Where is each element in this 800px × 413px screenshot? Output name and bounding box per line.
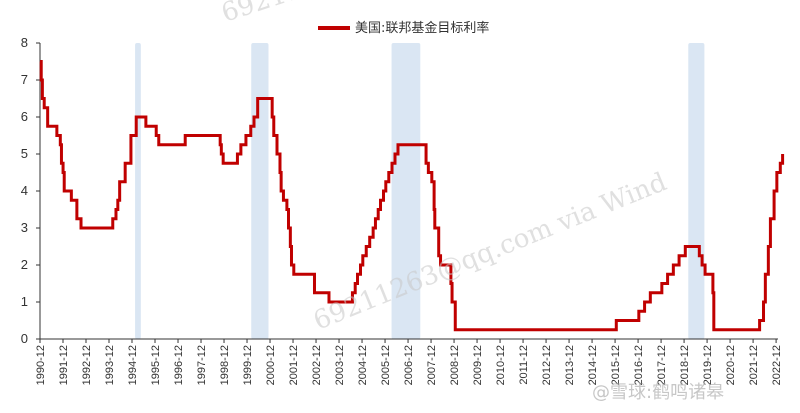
x-tick-label: 2011-12 [518,345,530,385]
x-tick-label: 2007-12 [426,345,438,385]
x-tick-label: 1997-12 [196,345,208,385]
x-tick-label: 1996-12 [173,345,185,385]
x-tick-label: 1992-12 [81,345,93,385]
x-tick-label: 2019-12 [702,345,714,385]
x-tick-label: 2003-12 [334,345,346,385]
x-tick-label: 2013-12 [564,345,576,385]
x-tick-label: 2020-12 [725,345,737,385]
x-tick-label: 2009-12 [472,345,484,385]
x-tick-label: 2008-12 [449,345,461,385]
x-tick-label: 1993-12 [104,345,116,385]
shaded-period-0 [135,43,141,339]
x-tick-label: 2014-12 [587,345,599,385]
x-tick-label: 2006-12 [403,345,415,385]
y-tick-label: 8 [21,35,28,50]
series-line-0 [39,60,785,332]
x-tick-label: 2000-12 [265,345,277,385]
y-tick-label: 0 [21,331,28,346]
series-lines [39,60,785,332]
legend-label: 美国:联邦基金目标利率 [355,20,489,36]
x-tick-label: 1991-12 [58,345,70,385]
y-tick-label: 2 [21,257,28,272]
watermarks: 69211 69211263@qq.com via Wind @雪球:鹤鸣诸皋 [218,0,724,403]
x-tick-label: 1995-12 [150,345,162,385]
x-tick-label: 1994-12 [127,345,139,385]
shaded-period-1 [251,43,269,339]
x-tick-label: 1999-12 [242,345,254,385]
y-tick-label: 6 [21,109,28,124]
x-tick-label: 2002-12 [311,345,323,385]
y-tick-label: 5 [21,146,28,161]
x-tick-labels: 1990-12 1991-12 1992-12 1993-12 1994-12 1995-… [35,339,783,385]
x-tick-label: 2018-12 [679,345,691,385]
watermark-top: 69211 [218,0,306,29]
x-tick-label: 2021-12 [748,345,760,385]
watermark-diagonal: 69211263@qq.com via Wind [309,167,670,336]
shaded-period-3 [688,43,705,339]
x-tick-label: 2022-12 [771,345,783,385]
y-tick-label: 7 [21,72,28,87]
y-tick-labels: 0 1 2 3 4 5 6 7 8 [21,35,40,346]
x-tick-label: 2004-12 [357,345,369,385]
y-tick-label: 1 [21,294,28,309]
x-tick-label: 2016-12 [633,345,645,385]
x-tick-label: 2012-12 [541,345,553,385]
x-tick-label: 1998-12 [219,345,231,385]
y-tick-label: 4 [21,183,28,198]
x-tick-label: 2001-12 [288,345,300,385]
legend: 美国:联邦基金目标利率 [318,20,489,36]
watermark-corner: @雪球:鹤鸣诸皋 [592,382,724,403]
y-tick-label: 3 [21,220,28,235]
x-tick-label: 1990-12 [35,345,47,385]
shaded-period-2 [391,43,421,339]
x-tick-label: 2017-12 [656,345,668,385]
x-tick-label: 2015-12 [610,345,622,385]
x-tick-label: 2005-12 [380,345,392,385]
x-tick-label: 2010-12 [495,345,507,385]
